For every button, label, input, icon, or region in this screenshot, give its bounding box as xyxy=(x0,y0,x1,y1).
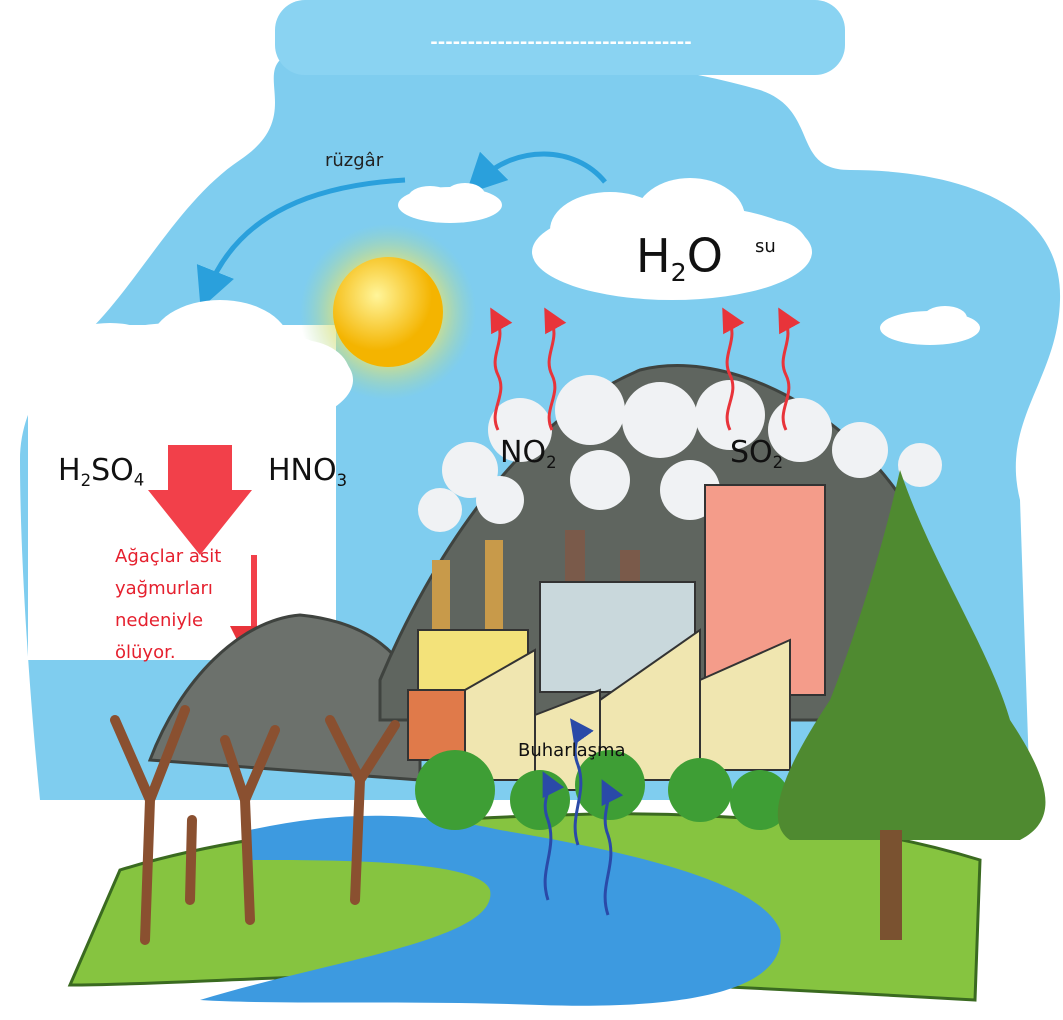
note-line: Ağaçlar asit xyxy=(115,546,221,567)
formula-part: NO xyxy=(500,435,546,470)
formula-part: O xyxy=(687,229,723,283)
chimney xyxy=(485,540,503,640)
wind-label: rüzgâr xyxy=(325,150,384,171)
chimney xyxy=(432,560,450,640)
subscript: 2 xyxy=(81,471,92,490)
formula-part: HNO xyxy=(268,453,337,488)
banner-text: ----------------------------------- xyxy=(430,32,691,53)
evaporation-label: Buharlaşma xyxy=(518,740,626,761)
acid-formula: HNO3 xyxy=(268,453,347,490)
note-line: ölüyor. xyxy=(115,642,176,663)
note-line: nedeniyle xyxy=(115,610,203,631)
note-line: yağmurları xyxy=(115,578,213,599)
subscript: 2 xyxy=(671,258,687,287)
acid-rain-diagram: ----------------------------------- rüzg… xyxy=(0,0,1063,1020)
subscript: 3 xyxy=(337,471,348,490)
subscript: 2 xyxy=(546,453,557,472)
formula-part: SO xyxy=(91,453,134,488)
acid-formula: H2SO4 xyxy=(58,453,144,490)
sun xyxy=(333,257,443,367)
subscript: 2 xyxy=(773,453,784,472)
water-label: su xyxy=(755,236,776,257)
subscript: 4 xyxy=(134,471,145,490)
trunk xyxy=(880,830,902,940)
formula-part: SO xyxy=(730,435,773,470)
formula-part: H xyxy=(58,453,81,488)
formula-part: H xyxy=(636,229,671,283)
